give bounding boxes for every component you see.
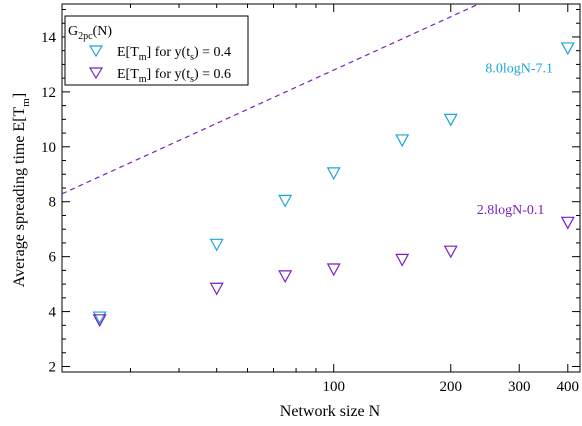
data-point-s0 (326, 167, 341, 181)
data-point-s0 (209, 238, 224, 252)
data-markers (92, 42, 575, 328)
fit-lines (62, 4, 481, 195)
x-tick-label: 300 (508, 379, 531, 395)
axis-ticks: 2 4 6 8 10 12 14 100 200 300 400 (41, 4, 580, 395)
data-point-s1 (209, 282, 224, 296)
fit-line-1 (62, 4, 481, 195)
fit-labels: 8.0logN-7.1 2.8logN-0.1 (477, 62, 553, 218)
legend-marker-1 (88, 67, 104, 80)
legend-box (64, 15, 249, 86)
data-point-s0 (395, 134, 410, 148)
x-tick-label: 200 (440, 379, 463, 395)
y-tick-label: 6 (49, 250, 57, 266)
legend: G2pc(N) E[Tm] for y(ts) = 0.4 E[Tm] for … (64, 15, 249, 86)
y-tick-label: 14 (41, 30, 57, 46)
legend-label-0: E[Tm] for y(ts) = 0.4 (117, 45, 231, 63)
data-point-s0 (92, 311, 107, 325)
data-point-s1 (278, 270, 293, 284)
y-tick-label: 12 (41, 85, 56, 101)
legend-label-1: E[Tm] for y(ts) = 0.6 (117, 67, 231, 85)
data-point-s1 (443, 245, 458, 259)
x-axis-label: Network size N (280, 403, 381, 420)
data-point-s1 (560, 216, 575, 230)
y-tick-label: 10 (41, 140, 56, 156)
legend-title: G2pc(N) (68, 24, 112, 42)
y-tick-label: 4 (49, 305, 57, 321)
y-tick-label: 2 (49, 360, 57, 376)
legend-marker-0 (88, 45, 104, 58)
data-point-s0 (560, 42, 575, 56)
y-tick-label: 8 (49, 195, 57, 211)
fit-label-0: 8.0logN-7.1 (485, 62, 553, 77)
data-point-s1 (326, 263, 341, 277)
data-point-s0 (443, 113, 458, 127)
data-point-s1 (395, 253, 410, 267)
data-point-s0 (278, 194, 293, 208)
fit-label-1: 2.8logN-0.1 (477, 203, 545, 218)
x-tick-label: 100 (322, 379, 345, 395)
y-axis-label: Average spreading time E[Tm] (11, 93, 32, 287)
x-tick-label: 400 (557, 379, 580, 395)
data-point-s1 (92, 314, 107, 328)
